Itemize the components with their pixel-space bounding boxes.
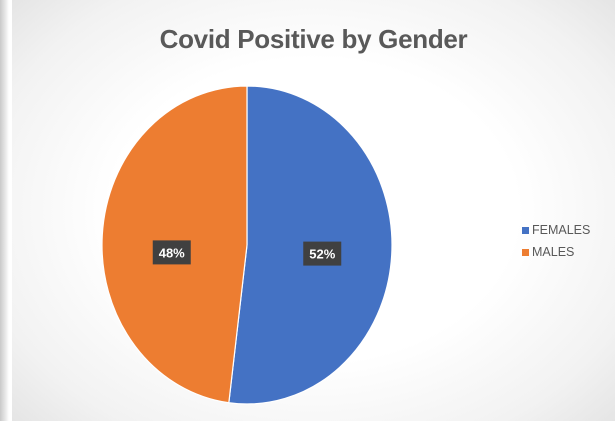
data-label-box-males bbox=[152, 240, 191, 265]
legend-swatch-females bbox=[522, 226, 529, 234]
data-label-box-females bbox=[303, 241, 342, 266]
legend-swatch-males bbox=[522, 248, 529, 256]
window-edge bbox=[0, 0, 9, 421]
legend-label-males: MALES bbox=[532, 245, 575, 259]
chart-title: Covid Positive by Gender bbox=[159, 24, 468, 54]
legend-item-females: FEMALES bbox=[522, 221, 590, 239]
data-label-females: 52% bbox=[309, 247, 335, 262]
legend-item-males: MALES bbox=[522, 243, 590, 261]
chart-legend: FEMALES MALES bbox=[522, 221, 590, 265]
data-label-males: 48% bbox=[159, 245, 185, 260]
legend-label-females: FEMALES bbox=[532, 223, 591, 237]
